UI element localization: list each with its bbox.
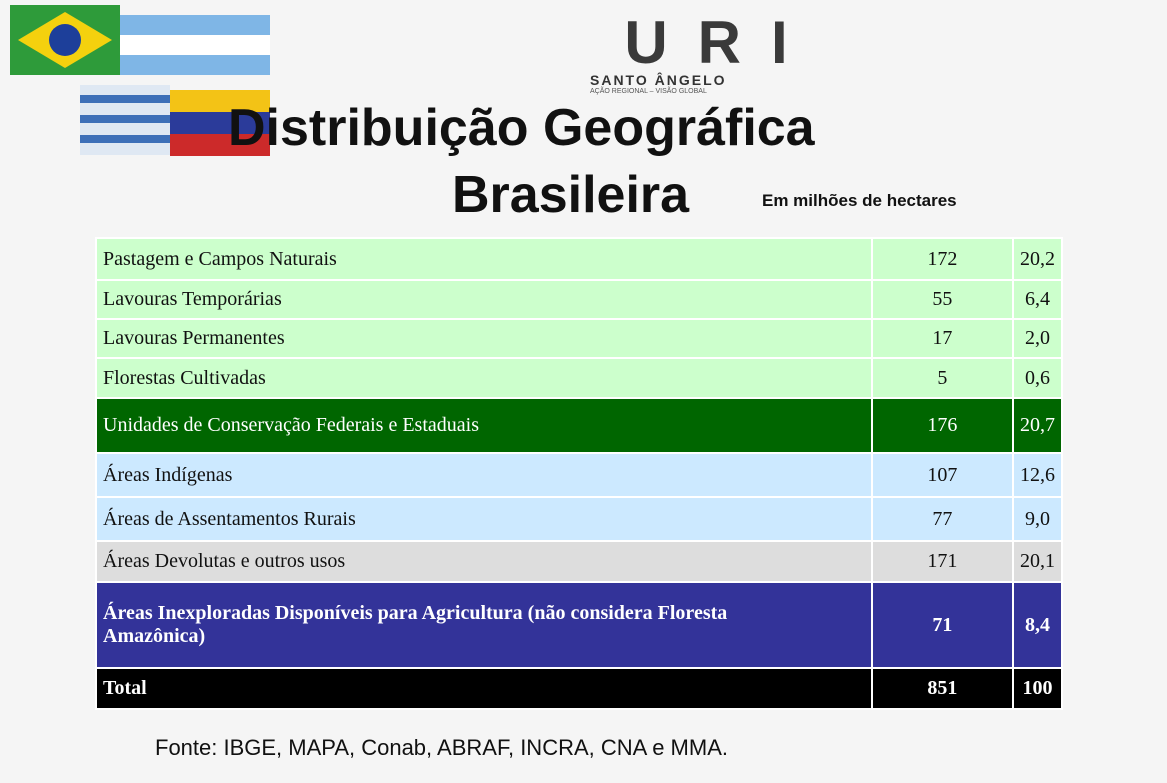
cell: 0,6 [1013, 358, 1062, 398]
flag-uruguay-stripe [80, 95, 170, 103]
flag-uruguay-stripe [80, 115, 170, 123]
cell: Pastagem e Campos Naturais [96, 238, 872, 280]
cell: Áreas Inexploradas Disponíveis para Agri… [96, 582, 872, 668]
cell: 851 [872, 668, 1013, 709]
cell: 6,4 [1013, 280, 1062, 319]
flag-uruguay-stripe [80, 135, 170, 143]
cell: 9,0 [1013, 497, 1062, 541]
cell: Áreas Indígenas [96, 453, 872, 497]
logo-motto: AÇÃO REGIONAL – VISÃO GLOBAL [590, 88, 707, 95]
cell: 71 [872, 582, 1013, 668]
cell: Lavouras Permanentes [96, 319, 872, 358]
logo-name: URI [586, 18, 856, 68]
cell: Lavouras Temporárias [96, 280, 872, 319]
cell: Florestas Cultivadas [96, 358, 872, 398]
cell: 172 [872, 238, 1013, 280]
cell: 12,6 [1013, 453, 1062, 497]
flag-brazil-circle [49, 24, 81, 56]
cell: 55 [872, 280, 1013, 319]
flag-argentina [120, 15, 270, 35]
cell: 5 [872, 358, 1013, 398]
title: Brasileira [452, 165, 689, 225]
cell: Total [96, 668, 872, 709]
cell: 8,4 [1013, 582, 1062, 668]
flag-argentina [120, 35, 270, 55]
cell: 100 [1013, 668, 1062, 709]
cell: 176 [872, 398, 1013, 453]
cell: 20,7 [1013, 398, 1062, 453]
slide: URI SANTO ÂNGELO AÇÃO REGIONAL – VISÃO G… [0, 0, 1167, 783]
cell: Áreas de Assentamentos Rurais [96, 497, 872, 541]
cell: 20,1 [1013, 541, 1062, 582]
cell: Áreas Devolutas e outros usos [96, 541, 872, 582]
cell: 20,2 [1013, 238, 1062, 280]
unit-note: Em milhões de hectares [762, 191, 957, 211]
cell: 17 [872, 319, 1013, 358]
cell: 2,0 [1013, 319, 1062, 358]
cell: 171 [872, 541, 1013, 582]
flag-argentina [120, 55, 270, 75]
source-note: Fonte: IBGE, MAPA, Conab, ABRAF, INCRA, … [155, 735, 728, 761]
cell: 107 [872, 453, 1013, 497]
cell: 77 [872, 497, 1013, 541]
title: Distribuição Geográfica [228, 98, 815, 158]
cell: Unidades de Conservação Federais e Estad… [96, 398, 872, 453]
logo-city: SANTO ÂNGELO [590, 72, 727, 88]
